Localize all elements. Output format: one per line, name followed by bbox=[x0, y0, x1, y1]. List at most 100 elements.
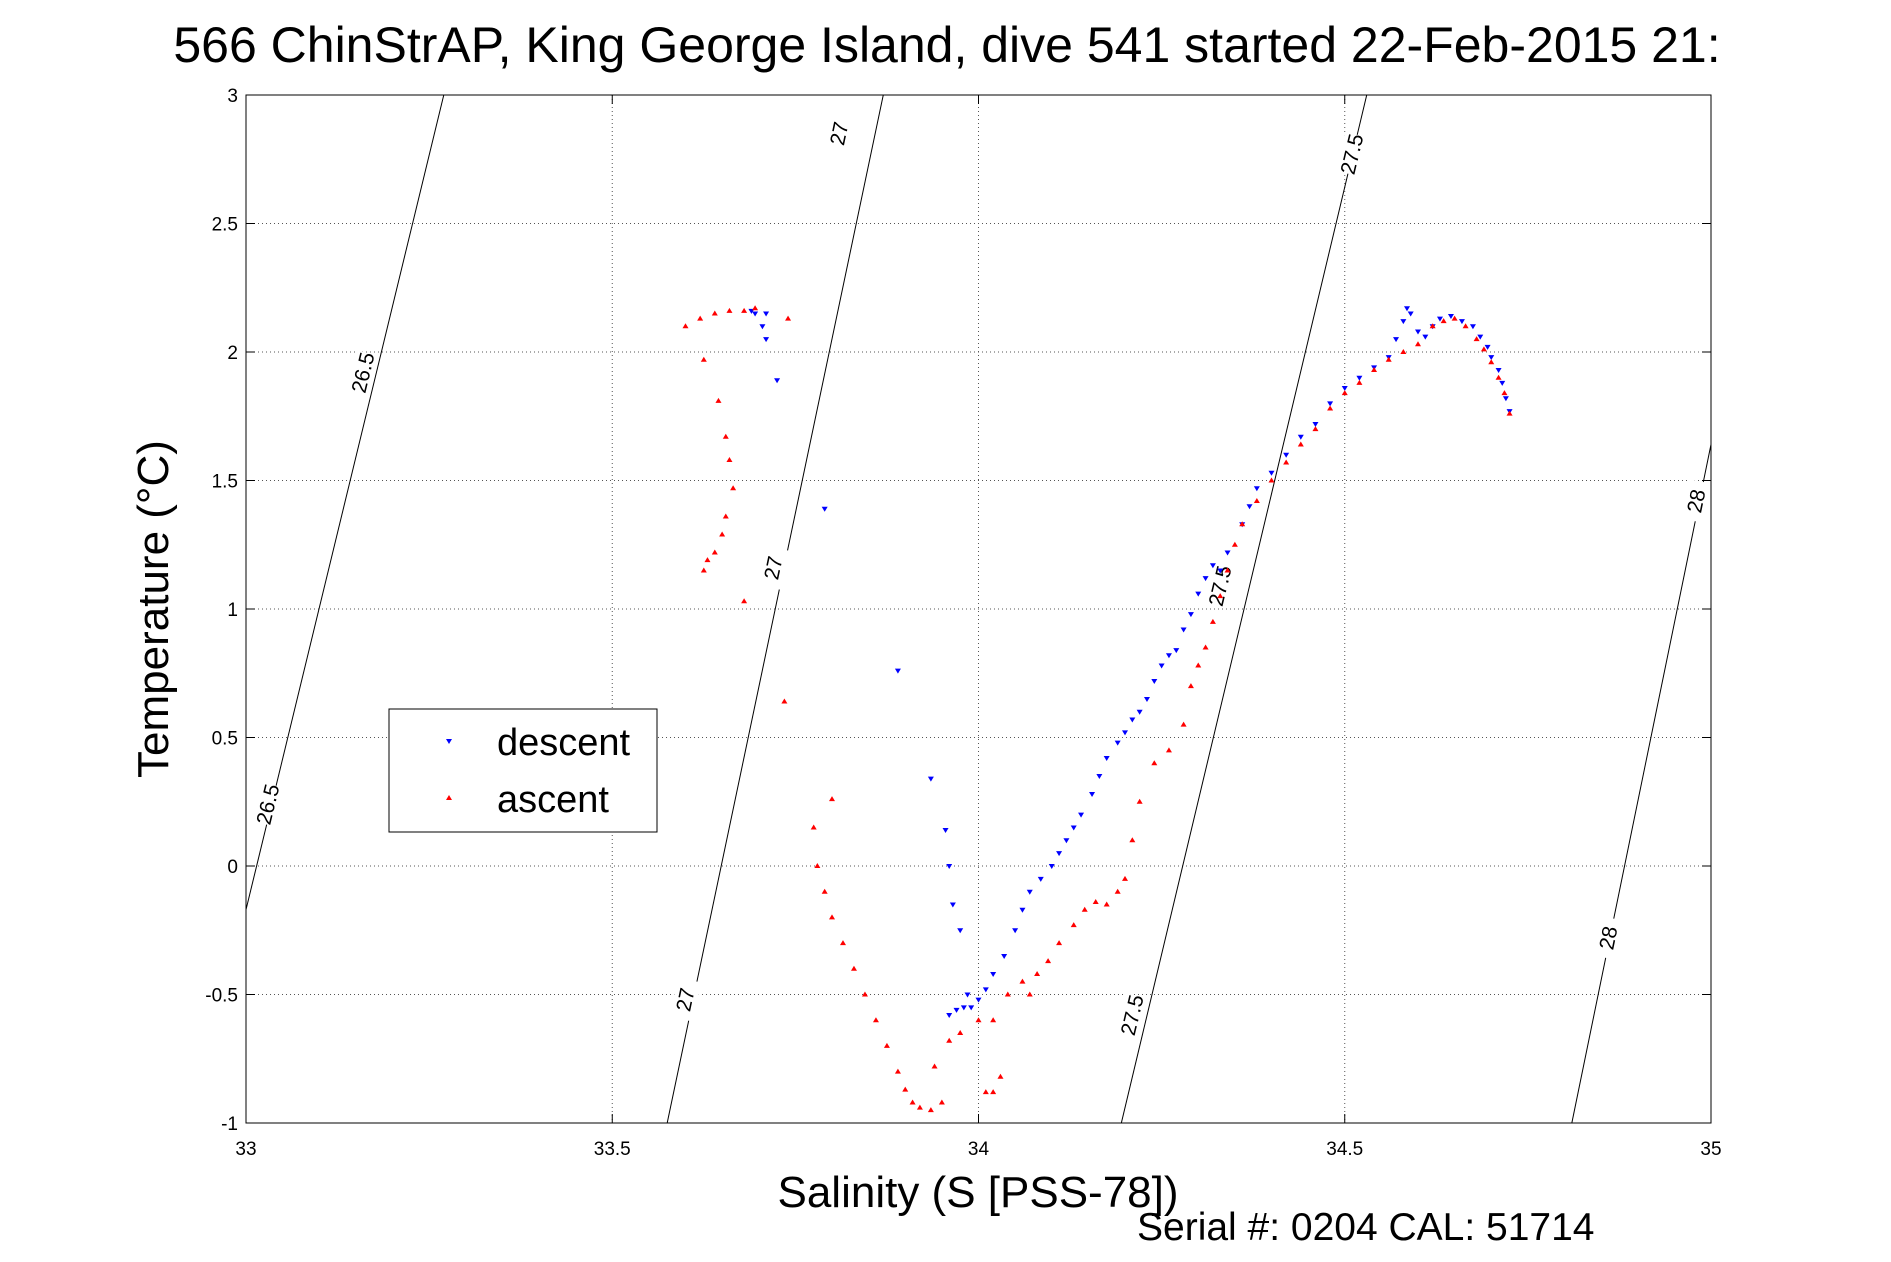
descent-point bbox=[927, 776, 934, 782]
descent-point bbox=[1158, 663, 1165, 669]
ascent-point bbox=[1045, 958, 1052, 964]
ascent-point bbox=[785, 315, 792, 321]
ascent-point bbox=[931, 1063, 938, 1069]
isopycnal-line bbox=[245, 94, 445, 910]
descent-point bbox=[1165, 653, 1172, 659]
ascent-point bbox=[1231, 541, 1238, 547]
ascent-point bbox=[1451, 315, 1458, 321]
descent-point bbox=[1246, 504, 1253, 510]
ascent-point bbox=[829, 796, 835, 802]
ascent-point bbox=[1019, 978, 1026, 984]
descent-point bbox=[1195, 591, 1202, 597]
ascent-point bbox=[700, 356, 707, 362]
ascent-point bbox=[829, 914, 835, 920]
y-tick-label: 1 bbox=[227, 600, 238, 621]
ascent-point bbox=[1312, 426, 1319, 432]
descent-point bbox=[1122, 730, 1128, 736]
descent-point bbox=[1422, 334, 1429, 340]
ascent-point bbox=[719, 531, 726, 537]
descent-point bbox=[1019, 907, 1026, 913]
axis-ticks: 33 33.5 34 34.5 35 -1 -0.5 0 0.5 1 1.5 2 2.5 3 bbox=[205, 86, 1721, 1160]
legend: descent ascent bbox=[388, 708, 658, 833]
y-tick-label: 0.5 bbox=[212, 729, 238, 750]
descent-point bbox=[1078, 812, 1085, 818]
descent-point bbox=[968, 1005, 975, 1011]
descent-point bbox=[1202, 576, 1209, 582]
descent-point bbox=[946, 1013, 953, 1019]
descent-point bbox=[960, 1005, 967, 1011]
legend-descent-marker bbox=[446, 739, 452, 744]
descent-point bbox=[975, 997, 982, 1003]
ascent-point bbox=[1297, 441, 1304, 447]
ascent-point bbox=[700, 567, 707, 573]
isopycnal-label-bg bbox=[251, 782, 285, 827]
ascent-point bbox=[704, 557, 711, 563]
ascent-point bbox=[1488, 359, 1495, 365]
ascent-point bbox=[1114, 888, 1121, 894]
descent-point bbox=[1143, 696, 1150, 702]
ascent-point bbox=[722, 513, 729, 519]
descent-point bbox=[1151, 678, 1158, 684]
y-tick-label: 1.5 bbox=[212, 472, 238, 493]
x-tick-label: 34 bbox=[968, 1139, 990, 1160]
ascent-point bbox=[1501, 390, 1508, 396]
descent-point bbox=[1477, 334, 1484, 340]
ascent-point bbox=[1187, 683, 1194, 689]
descent-point bbox=[942, 828, 949, 834]
isopycnal-label-bg bbox=[1335, 131, 1369, 177]
serial-cal-footer: Serial #: 0204 CAL: 51714 bbox=[1137, 1206, 1595, 1249]
isopycnal-label-bg bbox=[823, 111, 856, 156]
descent-point bbox=[1209, 563, 1216, 569]
descent-point bbox=[1502, 396, 1509, 402]
ascent-point bbox=[810, 824, 817, 830]
x-axis-title: Salinity (S [PSS-78]) bbox=[777, 1168, 1178, 1217]
y-tick-label: 2 bbox=[227, 343, 238, 364]
y-tick-label: 0 bbox=[227, 857, 238, 878]
ascent-point bbox=[1283, 459, 1290, 465]
ascent-point bbox=[850, 965, 857, 971]
ascent-point bbox=[715, 397, 722, 403]
ascent-point bbox=[975, 1017, 982, 1023]
ascent-point bbox=[722, 433, 729, 439]
descent-point bbox=[1114, 740, 1121, 746]
descent-point bbox=[1187, 612, 1194, 618]
descent-point bbox=[1268, 470, 1275, 476]
ascent-point bbox=[927, 1107, 934, 1113]
ascent-point bbox=[1506, 410, 1513, 416]
ascent-point bbox=[1209, 618, 1216, 624]
descent-point bbox=[1495, 367, 1502, 373]
descent-point bbox=[1484, 344, 1491, 350]
ascent-point bbox=[1473, 336, 1480, 342]
ascent-point bbox=[1195, 662, 1202, 668]
descent-point bbox=[990, 971, 997, 977]
descent-point bbox=[1056, 851, 1063, 857]
ascent-point bbox=[938, 1099, 945, 1105]
descent-point bbox=[763, 311, 770, 317]
ascent-point bbox=[1136, 798, 1143, 804]
isopycnal-line bbox=[1571, 444, 1712, 1124]
ascent-point bbox=[682, 323, 689, 329]
ascent-point bbox=[946, 1037, 953, 1043]
descent-point bbox=[949, 902, 956, 908]
isopycnal-label: 28 bbox=[1595, 924, 1622, 952]
ascent-point bbox=[872, 1017, 879, 1023]
ascent-point bbox=[916, 1104, 923, 1110]
ascent-point bbox=[1385, 356, 1392, 362]
descent-point bbox=[1217, 568, 1224, 574]
ascent-point bbox=[990, 1089, 997, 1095]
legend-box bbox=[388, 708, 658, 833]
ascent-point bbox=[711, 549, 718, 555]
descent-point bbox=[1458, 319, 1465, 325]
ascent-point bbox=[1495, 374, 1502, 380]
isopycnal-line bbox=[1120, 94, 1368, 1124]
descent-point bbox=[1312, 421, 1319, 427]
ascent-point bbox=[814, 863, 821, 868]
ascent-point bbox=[909, 1099, 916, 1105]
descent-point bbox=[894, 668, 901, 674]
ascent-point bbox=[1004, 991, 1011, 997]
ascent-point bbox=[781, 698, 788, 704]
descent-point bbox=[1026, 889, 1033, 895]
x-tick-label: 34.5 bbox=[1326, 1139, 1363, 1160]
descent-point bbox=[774, 378, 781, 384]
ascent-point bbox=[1268, 477, 1275, 483]
